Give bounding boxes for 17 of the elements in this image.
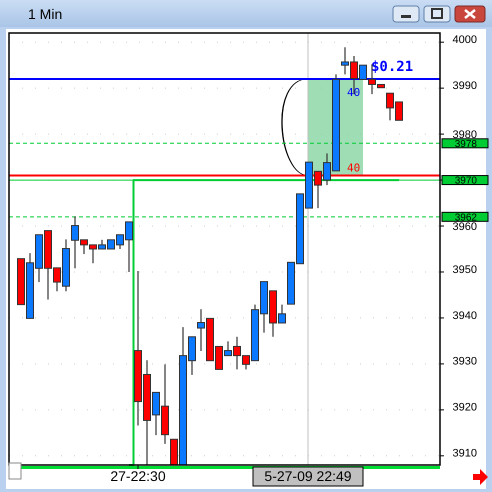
y-tick-label: 3910 [452,448,477,460]
y-tick-label: 3990 [452,80,477,92]
y-tick-label: 3980 [452,128,477,141]
annotation: 40 [347,161,360,174]
x-tick-label: 27-22:30 [110,468,166,484]
y-tick-label: 3950 [452,264,477,276]
y-tick-label: 4000 [452,34,477,46]
ref-line-label: 3970 [454,176,478,187]
y-tick-label: 3940 [452,310,477,322]
ref-line-label: 3978 [454,138,478,150]
ref-line-label: 3962 [454,212,478,224]
y-tick-label: 3920 [452,402,477,414]
chart-title: 1 Min [28,6,62,22]
annotation: 40 [347,86,360,99]
y-tick-label: 3930 [452,356,477,368]
y-tick-label: 3960 [452,220,477,233]
x-tick-label: 5-27-09 22:49 [264,468,352,484]
